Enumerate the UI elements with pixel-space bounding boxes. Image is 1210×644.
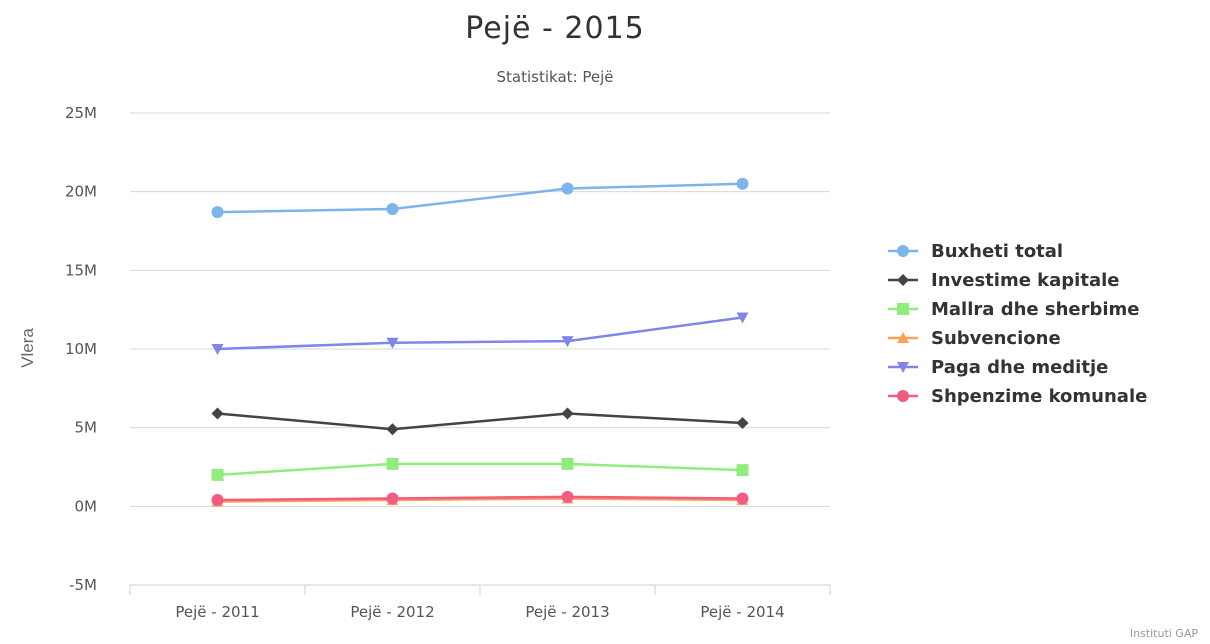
y-axis-ticks: -5M 0M 5M 10M 15M 20M 25M	[65, 104, 97, 594]
data-point-mallra-dhe-sherbime[interactable]	[561, 457, 574, 470]
data-point-paga-dhe-meditje[interactable]	[736, 312, 749, 324]
chart-title: Pejë - 2015	[465, 11, 645, 46]
series-line-investime-kapitale[interactable]	[217, 412, 743, 431]
series-line-buxheti-total[interactable]	[217, 182, 743, 214]
y-tick-label: 5M	[75, 419, 98, 437]
data-point-paga-dhe-meditje[interactable]	[386, 337, 399, 349]
series-line-subvencione[interactable]	[217, 497, 743, 503]
x-tick-label: Pejë - 2013	[525, 603, 609, 621]
credits-label[interactable]: Instituti GAP	[1130, 627, 1199, 640]
data-point-investime-kapitale[interactable]	[561, 407, 574, 420]
data-point-mallra-dhe-sherbime[interactable]	[211, 468, 224, 481]
legend-item-shpenzime-komunale[interactable]: Shpenzime komunale	[888, 386, 1147, 407]
data-point-paga-dhe-meditje[interactable]	[211, 344, 224, 355]
data-point-buxheti-total[interactable]	[211, 206, 224, 219]
data-point-mallra-dhe-sherbime[interactable]	[386, 457, 399, 470]
series-mallra-dhe-sherbime	[211, 457, 749, 481]
legend-item-buxheti-total[interactable]: Buxheti total	[888, 241, 1063, 262]
chart-subtitle: Statistikat: Pejë	[497, 68, 614, 86]
data-point-buxheti-total[interactable]	[736, 177, 749, 190]
y-axis-title: Vlera	[18, 328, 37, 368]
data-point-shpenzime-komunale[interactable]	[561, 490, 574, 503]
series-investime-kapitale	[211, 407, 749, 436]
legend-symbol-investime-kapitale	[897, 274, 909, 286]
data-point-mallra-dhe-sherbime[interactable]	[736, 464, 749, 477]
y-tick-label: 15M	[65, 261, 97, 279]
legend-symbol-subvencione	[897, 332, 909, 343]
series-shpenzime-komunale	[211, 490, 749, 507]
series-line-mallra-dhe-sherbime[interactable]	[217, 462, 743, 477]
series-buxheti-total	[211, 177, 749, 219]
x-tick-label: Pejë - 2011	[175, 603, 259, 621]
y-tick-label: 0M	[75, 497, 98, 515]
legend-label-paga-dhe-meditje: Paga dhe meditje	[931, 357, 1108, 378]
legend: Buxheti total Investime kapitale Mallra dh…	[888, 241, 1147, 407]
legend-symbol-buxheti-total	[897, 245, 909, 257]
legend-item-paga-dhe-meditje[interactable]: Paga dhe meditje	[888, 357, 1108, 378]
data-point-paga-dhe-meditje[interactable]	[561, 336, 574, 348]
x-tick-label: Pejë - 2012	[350, 603, 434, 621]
data-point-investime-kapitale[interactable]	[386, 423, 399, 436]
data-point-investime-kapitale[interactable]	[736, 416, 749, 429]
legend-label-buxheti-total: Buxheti total	[931, 241, 1063, 262]
series-line-shpenzime-komunale[interactable]	[217, 495, 743, 502]
legend-label-investime-kapitale: Investime kapitale	[931, 270, 1119, 291]
legend-symbol-shpenzime-komunale	[897, 390, 909, 402]
data-point-shpenzime-komunale[interactable]	[386, 492, 399, 505]
data-point-buxheti-total[interactable]	[561, 182, 574, 195]
legend-symbol-mallra-dhe-sherbime	[897, 303, 909, 315]
legend-symbol-paga-dhe-meditje	[897, 362, 909, 373]
data-point-investime-kapitale[interactable]	[211, 407, 224, 420]
legend-label-shpenzime-komunale: Shpenzime komunale	[931, 386, 1147, 407]
series-paga-dhe-meditje	[211, 312, 749, 355]
y-tick-label: 20M	[65, 183, 97, 201]
legend-label-mallra-dhe-sherbime: Mallra dhe sherbime	[931, 299, 1140, 320]
series-group	[211, 177, 749, 507]
legend-item-subvencione[interactable]: Subvencione	[888, 328, 1061, 349]
legend-item-mallra-dhe-sherbime[interactable]: Mallra dhe sherbime	[888, 299, 1140, 320]
x-axis: Pejë - 2011 Pejë - 2012 Pejë - 2013 Pejë - …	[129, 584, 831, 621]
series-line-paga-dhe-meditje[interactable]	[217, 316, 743, 351]
data-point-shpenzime-komunale[interactable]	[211, 494, 224, 507]
data-point-buxheti-total[interactable]	[386, 202, 399, 215]
legend-item-investime-kapitale[interactable]: Investime kapitale	[888, 270, 1119, 291]
y-tick-label: -5M	[69, 576, 97, 594]
y-tick-label: 10M	[65, 340, 97, 358]
grid-lines	[130, 112, 830, 507]
y-tick-label: 25M	[65, 104, 97, 122]
legend-label-subvencione: Subvencione	[931, 328, 1061, 349]
x-tick-label: Pejë - 2014	[700, 603, 784, 621]
data-point-shpenzime-komunale[interactable]	[736, 492, 749, 505]
